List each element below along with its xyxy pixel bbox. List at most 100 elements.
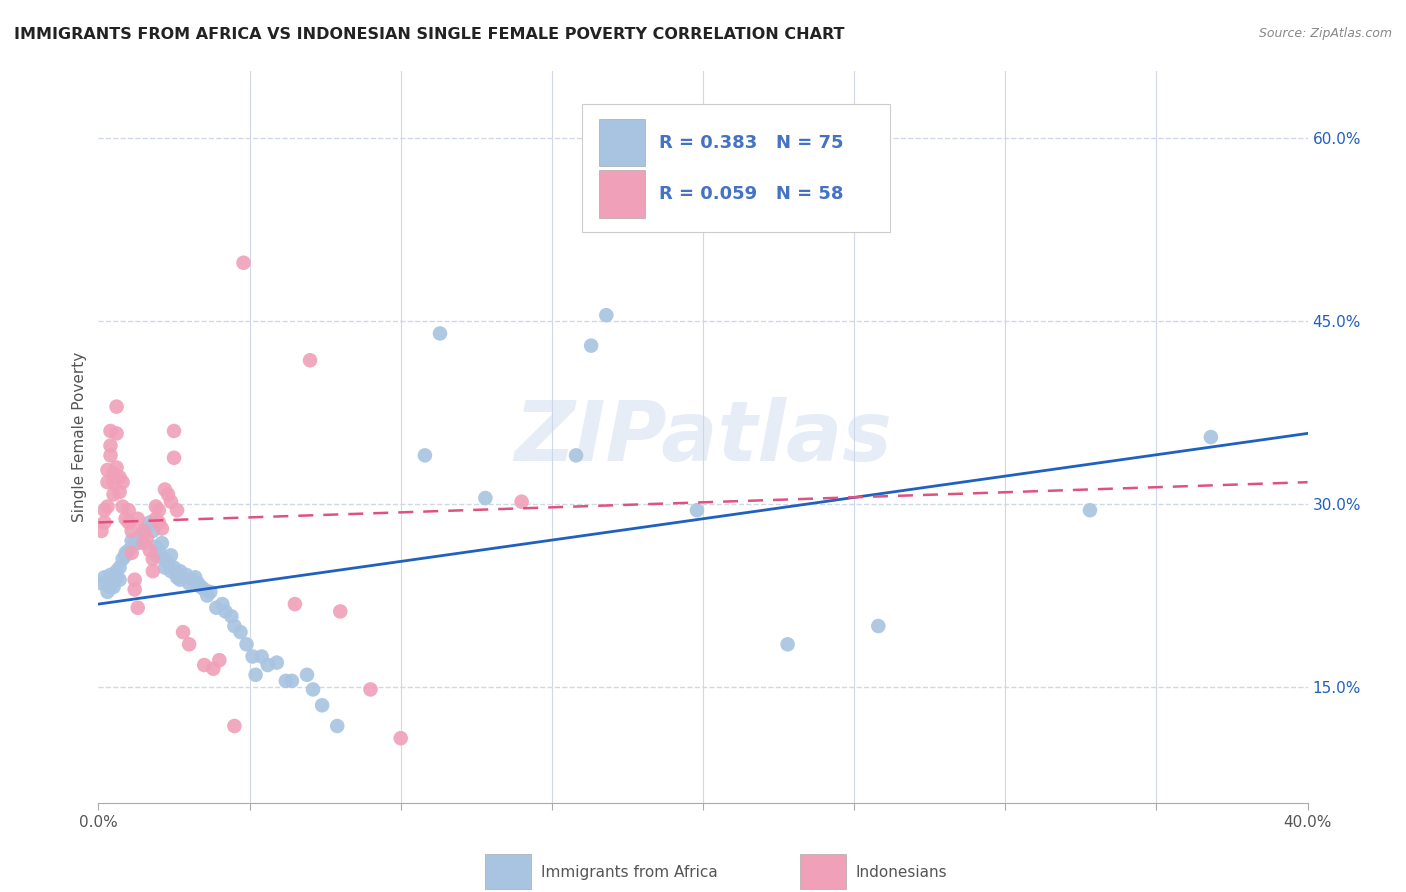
Point xyxy=(250,649,273,664)
Point xyxy=(111,552,134,566)
Point xyxy=(148,516,170,530)
Point xyxy=(153,483,176,497)
Point xyxy=(413,448,436,462)
Point xyxy=(1199,430,1222,444)
Point xyxy=(105,460,128,475)
Point xyxy=(174,567,197,582)
Point xyxy=(100,424,122,438)
Text: Immigrants from Africa: Immigrants from Africa xyxy=(541,864,717,880)
Point xyxy=(150,521,173,535)
Point xyxy=(108,560,131,574)
Point xyxy=(132,536,155,550)
Point xyxy=(150,536,173,550)
Point xyxy=(299,353,322,368)
Point xyxy=(111,500,134,514)
Point xyxy=(96,576,118,591)
Point xyxy=(121,524,143,538)
Point xyxy=(135,531,157,545)
Bar xyxy=(599,170,645,218)
Point xyxy=(169,564,191,578)
Point xyxy=(266,656,288,670)
Point xyxy=(776,637,799,651)
Text: Indonesians: Indonesians xyxy=(855,864,948,880)
Point xyxy=(245,667,267,681)
Point xyxy=(108,485,131,500)
Point xyxy=(100,567,122,582)
Point xyxy=(96,585,118,599)
Point xyxy=(429,326,451,341)
Point xyxy=(103,573,125,587)
Point xyxy=(127,600,149,615)
Point xyxy=(111,475,134,490)
Point xyxy=(114,549,136,563)
Point xyxy=(200,585,222,599)
Point xyxy=(121,533,143,548)
Point xyxy=(187,576,209,591)
Point xyxy=(127,512,149,526)
Point xyxy=(108,470,131,484)
Point xyxy=(163,560,186,574)
Point xyxy=(193,658,215,673)
Point xyxy=(389,731,412,746)
Text: IMMIGRANTS FROM AFRICA VS INDONESIAN SINGLE FEMALE POVERTY CORRELATION CHART: IMMIGRANTS FROM AFRICA VS INDONESIAN SIN… xyxy=(14,27,845,42)
Point xyxy=(1078,503,1101,517)
Point xyxy=(295,667,318,681)
Point xyxy=(205,600,228,615)
Point xyxy=(166,570,188,584)
Point xyxy=(132,524,155,538)
Bar xyxy=(800,854,845,889)
Point xyxy=(595,308,617,322)
Text: R = 0.059   N = 58: R = 0.059 N = 58 xyxy=(659,185,844,202)
Point xyxy=(103,487,125,501)
Point xyxy=(105,564,128,578)
Point xyxy=(118,503,141,517)
Point xyxy=(202,662,225,676)
Point xyxy=(193,582,215,597)
Point xyxy=(103,580,125,594)
Point xyxy=(105,400,128,414)
Point xyxy=(142,564,165,578)
Point xyxy=(235,637,257,651)
Point xyxy=(274,673,297,688)
Point xyxy=(195,589,218,603)
Point xyxy=(103,467,125,481)
Point xyxy=(145,512,167,526)
Point xyxy=(565,448,588,462)
Point xyxy=(229,625,252,640)
Point xyxy=(208,653,231,667)
Point xyxy=(311,698,333,713)
Point xyxy=(142,524,165,538)
Point xyxy=(163,450,186,465)
Point xyxy=(96,463,118,477)
Point xyxy=(221,609,243,624)
Point xyxy=(160,564,183,578)
FancyBboxPatch shape xyxy=(582,104,890,232)
Point xyxy=(302,682,325,697)
Point xyxy=(163,424,186,438)
Bar xyxy=(599,119,645,167)
Point xyxy=(579,338,602,352)
Point xyxy=(179,576,201,591)
Point xyxy=(96,475,118,490)
Point xyxy=(139,543,162,558)
Point xyxy=(148,543,170,558)
Point xyxy=(160,494,183,508)
Point xyxy=(166,503,188,517)
Point xyxy=(145,549,167,563)
Point xyxy=(103,475,125,490)
Point xyxy=(142,552,165,566)
Point xyxy=(172,625,194,640)
Point xyxy=(160,549,183,563)
Point xyxy=(190,580,212,594)
Point xyxy=(181,573,204,587)
Point xyxy=(93,503,115,517)
Point xyxy=(90,524,112,538)
Point xyxy=(139,516,162,530)
Point xyxy=(127,536,149,550)
Point xyxy=(124,573,146,587)
Point xyxy=(474,491,496,505)
Point xyxy=(90,576,112,591)
Point xyxy=(224,619,246,633)
Point xyxy=(105,426,128,441)
Point xyxy=(100,448,122,462)
